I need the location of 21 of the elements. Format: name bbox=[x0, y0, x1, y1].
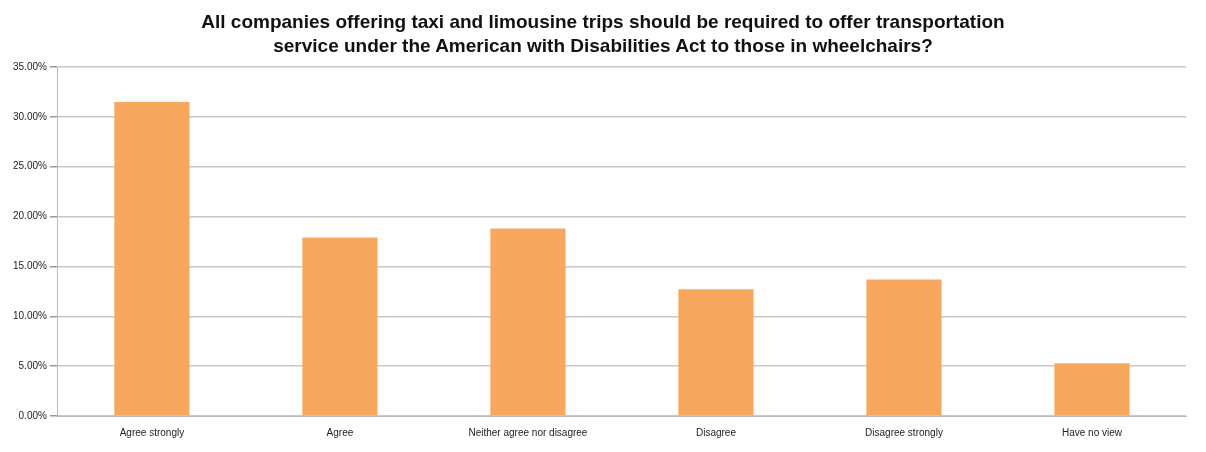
y-tick-label: 25.00% bbox=[12, 160, 48, 172]
y-tick-label: 10.00% bbox=[12, 310, 48, 322]
bar bbox=[490, 228, 566, 416]
bar bbox=[866, 279, 942, 416]
x-tick-label: Agree bbox=[326, 426, 354, 438]
bar bbox=[1054, 363, 1130, 416]
x-tick-label: Agree strongly bbox=[119, 426, 185, 438]
bar bbox=[678, 289, 754, 416]
y-tick-label: 30.00% bbox=[12, 110, 48, 122]
chart-title: All companies offering taxi and limousine trips should be required to offer transportation service under the American with Disabilities Act to those in wheelchairs? bbox=[200, 10, 1006, 58]
y-tick-label: 0.00% bbox=[18, 409, 48, 421]
y-tick-label: 35.00% bbox=[12, 60, 48, 72]
y-tick-label: 20.00% bbox=[12, 210, 48, 222]
x-tick-label: Have no view bbox=[1061, 426, 1123, 438]
y-tick-label: 15.00% bbox=[12, 260, 48, 272]
x-tick-label: Disagree strongly bbox=[865, 426, 943, 438]
bar bbox=[302, 237, 378, 416]
x-tick-label: Disagree bbox=[695, 426, 737, 438]
x-tick-label: Neither agree nor disagree bbox=[468, 426, 588, 438]
bar bbox=[114, 101, 190, 416]
y-tick-label: 5.00% bbox=[18, 359, 48, 371]
